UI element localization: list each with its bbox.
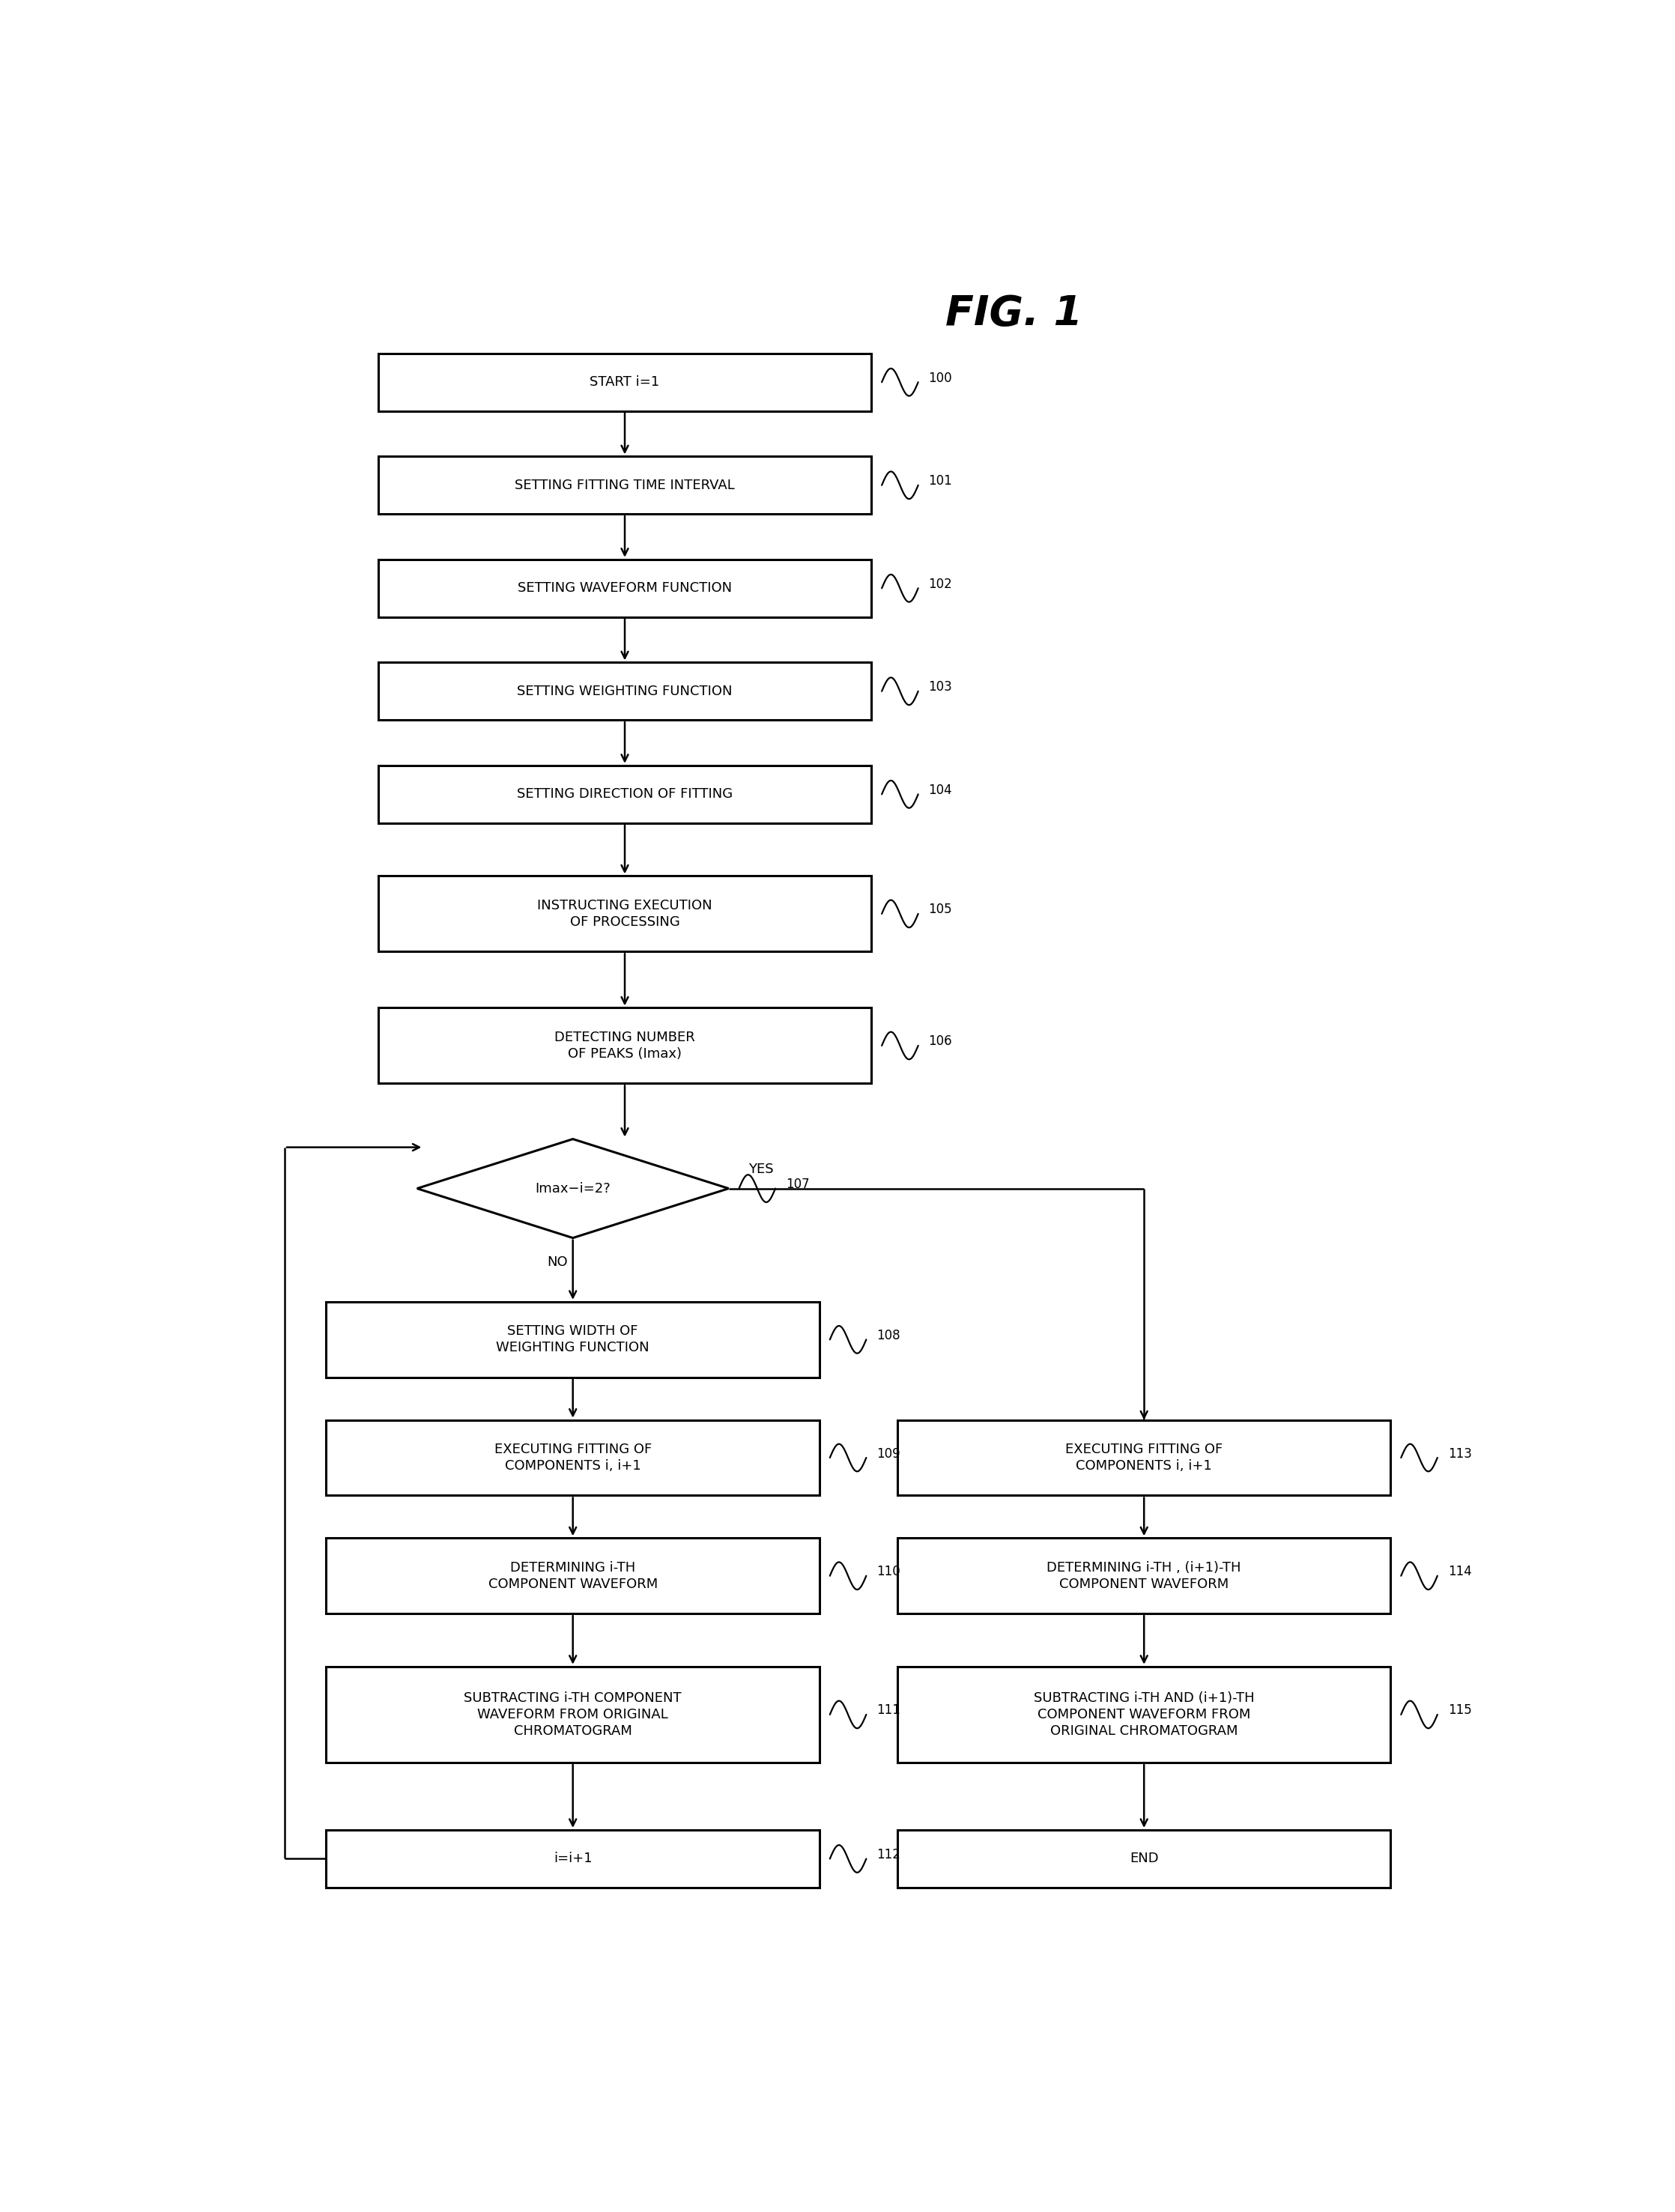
- Text: DETECTING NUMBER
OF PEAKS (Imax): DETECTING NUMBER OF PEAKS (Imax): [554, 1031, 695, 1062]
- Text: Imax−i=2?: Imax−i=2?: [534, 1181, 611, 1194]
- Bar: [379, 560, 871, 617]
- Text: EXECUTING FITTING OF
COMPONENTS i, i+1: EXECUTING FITTING OF COMPONENTS i, i+1: [494, 1442, 652, 1473]
- Text: 109: 109: [876, 1447, 899, 1460]
- Text: 111: 111: [876, 1703, 901, 1717]
- Bar: [379, 876, 871, 951]
- Text: SUBTRACTING i-TH AND (i+1)-TH
COMPONENT WAVEFORM FROM
ORIGINAL CHROMATOGRAM: SUBTRACTING i-TH AND (i+1)-TH COMPONENT …: [1033, 1692, 1255, 1739]
- Bar: [379, 456, 871, 513]
- Text: 104: 104: [928, 783, 951, 796]
- Bar: [327, 1537, 819, 1613]
- Bar: [327, 1666, 819, 1763]
- Text: 100: 100: [928, 372, 951, 385]
- Text: SETTING WAVEFORM FUNCTION: SETTING WAVEFORM FUNCTION: [518, 582, 732, 595]
- Bar: [898, 1537, 1390, 1613]
- Text: SETTING FITTING TIME INTERVAL: SETTING FITTING TIME INTERVAL: [514, 478, 735, 491]
- Bar: [379, 1009, 871, 1084]
- Text: 105: 105: [928, 902, 951, 916]
- Text: 106: 106: [928, 1035, 951, 1048]
- Text: NO: NO: [548, 1256, 568, 1270]
- Text: 114: 114: [1447, 1564, 1472, 1579]
- Text: 112: 112: [876, 1847, 901, 1863]
- Bar: [327, 1303, 819, 1378]
- Text: i=i+1: i=i+1: [553, 1851, 593, 1865]
- Text: DETERMINING i-TH , (i+1)-TH
COMPONENT WAVEFORM: DETERMINING i-TH , (i+1)-TH COMPONENT WA…: [1047, 1562, 1241, 1590]
- Text: 102: 102: [928, 577, 953, 591]
- Polygon shape: [417, 1139, 729, 1239]
- Text: YES: YES: [749, 1164, 774, 1177]
- Text: SETTING WEIGHTING FUNCTION: SETTING WEIGHTING FUNCTION: [518, 684, 732, 699]
- Bar: [898, 1666, 1390, 1763]
- Text: SETTING WIDTH OF
WEIGHTING FUNCTION: SETTING WIDTH OF WEIGHTING FUNCTION: [496, 1325, 650, 1354]
- Text: 108: 108: [876, 1329, 899, 1343]
- Bar: [327, 1420, 819, 1495]
- Text: 101: 101: [928, 473, 953, 489]
- Text: 115: 115: [1447, 1703, 1472, 1717]
- Text: SUBTRACTING i-TH COMPONENT
WAVEFORM FROM ORIGINAL
CHROMATOGRAM: SUBTRACTING i-TH COMPONENT WAVEFORM FROM…: [464, 1692, 682, 1739]
- Text: 113: 113: [1447, 1447, 1472, 1460]
- Bar: [898, 1829, 1390, 1887]
- Text: EXECUTING FITTING OF
COMPONENTS i, i+1: EXECUTING FITTING OF COMPONENTS i, i+1: [1065, 1442, 1223, 1473]
- Bar: [379, 765, 871, 823]
- Text: 107: 107: [786, 1177, 809, 1190]
- Text: INSTRUCTING EXECUTION
OF PROCESSING: INSTRUCTING EXECUTION OF PROCESSING: [538, 898, 712, 929]
- Text: FIG. 1: FIG. 1: [946, 294, 1082, 334]
- Bar: [379, 354, 871, 411]
- Bar: [379, 661, 871, 721]
- Text: 103: 103: [928, 681, 953, 695]
- Text: DETERMINING i-TH
COMPONENT WAVEFORM: DETERMINING i-TH COMPONENT WAVEFORM: [487, 1562, 658, 1590]
- Text: SETTING DIRECTION OF FITTING: SETTING DIRECTION OF FITTING: [518, 787, 732, 801]
- Text: START i=1: START i=1: [590, 376, 660, 389]
- Text: END: END: [1129, 1851, 1159, 1865]
- Bar: [327, 1829, 819, 1887]
- Text: 110: 110: [876, 1564, 901, 1579]
- Bar: [898, 1420, 1390, 1495]
